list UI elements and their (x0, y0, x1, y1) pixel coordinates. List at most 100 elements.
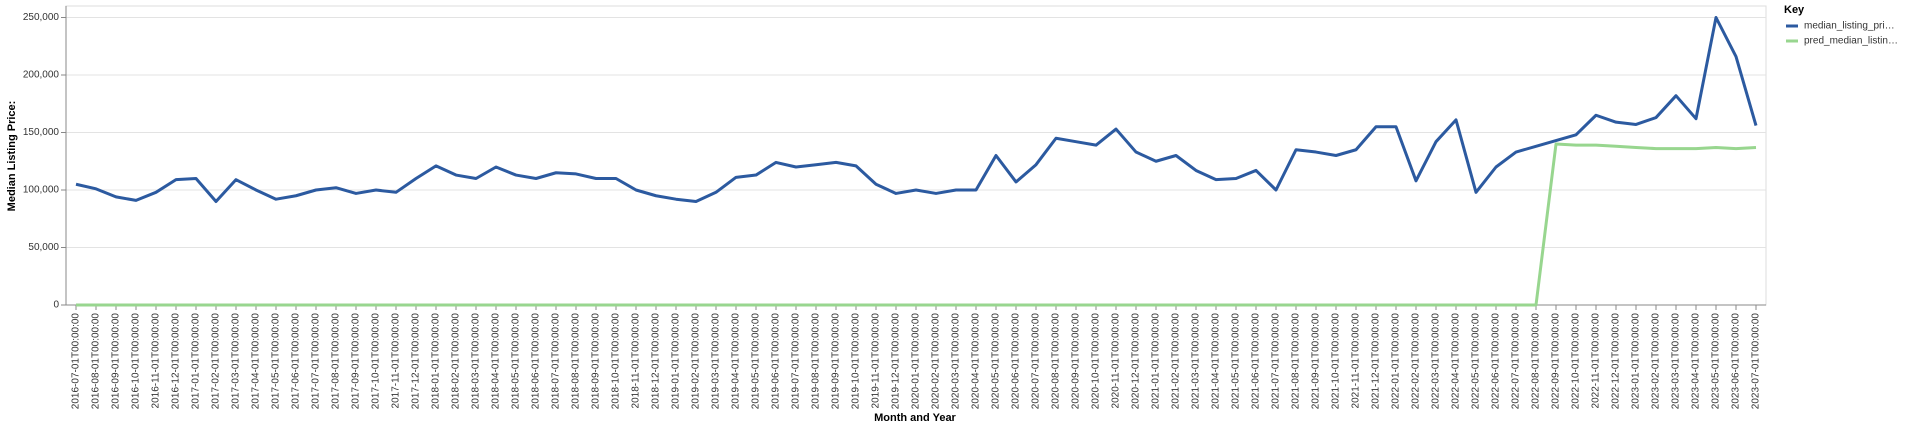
x-tick-label: 2022-10-01T00:00:00 (1571, 313, 1582, 410)
x-tick-label: 2022-04-01T00:00:00 (1451, 313, 1462, 410)
x-tick-label: 2017-06-01T00:00:00 (291, 313, 302, 410)
y-tick-label: 200,000 (23, 70, 60, 81)
x-tick-label: 2018-04-01T00:00:00 (491, 313, 502, 410)
x-tick-label: 2018-02-01T00:00:00 (451, 313, 462, 410)
x-tick-label: 2023-06-01T00:00:00 (1731, 313, 1742, 410)
y-tick-label: 150,000 (23, 127, 60, 138)
x-tick-label: 2017-04-01T00:00:00 (251, 313, 262, 410)
x-tick-label: 2023-05-01T00:00:00 (1711, 313, 1722, 410)
x-tick-label: 2020-07-01T00:00:00 (1031, 313, 1042, 410)
x-tick-label: 2023-03-01T00:00:00 (1671, 313, 1682, 410)
x-tick-label: 2019-04-01T00:00:00 (731, 313, 742, 410)
x-tick-label: 2017-08-01T00:00:00 (331, 313, 342, 410)
x-tick-label: 2019-02-01T00:00:00 (691, 313, 702, 410)
x-tick-label: 2020-03-01T00:00:00 (951, 313, 962, 410)
x-tick-label: 2020-02-01T00:00:00 (931, 313, 942, 410)
x-tick-label: 2022-03-01T00:00:00 (1431, 313, 1442, 410)
x-tick-label: 2020-06-01T00:00:00 (1011, 313, 1022, 410)
x-tick-label: 2017-09-01T00:00:00 (351, 313, 362, 410)
x-tick-label: 2018-11-01T00:00:00 (631, 313, 642, 409)
x-tick-label: 2019-12-01T00:00:00 (891, 313, 902, 410)
x-tick-label: 2023-04-01T00:00:00 (1691, 313, 1702, 410)
x-tick-label: 2018-01-01T00:00:00 (431, 313, 442, 410)
y-axis-title: Median Listing Price: (6, 101, 18, 212)
x-tick-label: 2019-09-01T00:00:00 (831, 313, 842, 410)
x-tick-label: 2018-03-01T00:00:00 (471, 313, 482, 410)
x-tick-label: 2022-08-01T00:00:00 (1531, 313, 1542, 410)
x-tick-label: 2017-07-01T00:00:00 (311, 313, 322, 410)
x-tick-label: 2020-10-01T00:00:00 (1091, 313, 1102, 410)
x-tick-label: 2018-07-01T00:00:00 (551, 313, 562, 410)
x-tick-label: 2019-10-01T00:00:00 (851, 313, 862, 410)
x-tick-label: 2020-12-01T00:00:00 (1131, 313, 1142, 410)
x-tick-label: 2018-12-01T00:00:00 (651, 313, 662, 410)
x-tick-label: 2021-01-01T00:00:00 (1151, 313, 1162, 410)
x-tick-label: 2018-08-01T00:00:00 (571, 313, 582, 410)
x-tick-label: 2017-05-01T00:00:00 (271, 313, 282, 410)
x-tick-label: 2022-09-01T00:00:00 (1551, 313, 1562, 410)
x-tick-label: 2019-06-01T00:00:00 (771, 313, 782, 410)
x-tick-label: 2017-03-01T00:00:00 (231, 313, 242, 410)
x-tick-label: 2017-01-01T00:00:00 (191, 313, 202, 410)
x-tick-label: 2017-12-01T00:00:00 (411, 313, 422, 410)
x-tick-label: 2021-07-01T00:00:00 (1271, 313, 1282, 410)
x-tick-label: 2016-10-01T00:00:00 (131, 313, 142, 410)
x-tick-label: 2023-07-01T00:00:00 (1751, 313, 1762, 410)
x-tick-label: 2017-11-01T00:00:00 (391, 313, 402, 409)
x-tick-label: 2019-01-01T00:00:00 (671, 313, 682, 410)
x-tick-label: 2020-09-01T00:00:00 (1071, 313, 1082, 410)
x-tick-label: 2021-09-01T00:00:00 (1311, 313, 1322, 410)
legend-label: median_listing_pri… (1804, 21, 1895, 32)
x-tick-label: 2021-03-01T00:00:00 (1191, 313, 1202, 410)
x-tick-label: 2021-06-01T00:00:00 (1251, 313, 1262, 410)
x-tick-label: 2019-07-01T00:00:00 (791, 313, 802, 410)
x-tick-label: 2018-06-01T00:00:00 (531, 313, 542, 410)
y-tick-label: 0 (53, 300, 59, 311)
y-tick-label: 100,000 (23, 185, 60, 196)
x-tick-label: 2016-08-01T00:00:00 (91, 313, 102, 410)
legend-label: pred_median_listin… (1804, 36, 1898, 47)
x-tick-label: 2021-02-01T00:00:00 (1171, 313, 1182, 410)
y-tick-label: 250,000 (23, 12, 60, 23)
x-tick-label: 2021-11-01T00:00:00 (1351, 313, 1362, 409)
x-tick-label: 2021-08-01T00:00:00 (1291, 313, 1302, 410)
x-tick-label: 2023-01-01T00:00:00 (1631, 313, 1642, 410)
x-tick-label: 2018-10-01T00:00:00 (611, 313, 622, 410)
x-tick-label: 2020-05-01T00:00:00 (991, 313, 1002, 410)
x-tick-label: 2017-10-01T00:00:00 (371, 313, 382, 410)
x-tick-label: 2022-02-01T00:00:00 (1411, 313, 1422, 410)
x-tick-label: 2022-06-01T00:00:00 (1491, 313, 1502, 410)
x-tick-label: 2020-08-01T00:00:00 (1051, 313, 1062, 410)
x-tick-label: 2018-09-01T00:00:00 (591, 313, 602, 410)
legend-title: Key (1784, 4, 1805, 16)
x-tick-label: 2019-03-01T00:00:00 (711, 313, 722, 410)
x-tick-label: 2022-07-01T00:00:00 (1511, 313, 1522, 410)
x-tick-label: 2022-05-01T00:00:00 (1471, 313, 1482, 410)
x-tick-label: 2022-11-01T00:00:00 (1591, 313, 1602, 409)
x-tick-label: 2022-12-01T00:00:00 (1611, 313, 1622, 410)
x-tick-label: 2019-11-01T00:00:00 (871, 313, 882, 409)
x-tick-label: 2020-11-01T00:00:00 (1111, 313, 1122, 409)
x-tick-label: 2021-05-01T00:00:00 (1231, 313, 1242, 410)
x-tick-label: 2020-01-01T00:00:00 (911, 313, 922, 410)
x-tick-label: 2017-02-01T00:00:00 (211, 313, 222, 410)
x-tick-label: 2021-04-01T00:00:00 (1211, 313, 1222, 410)
x-tick-label: 2023-02-01T00:00:00 (1651, 313, 1662, 410)
x-tick-label: 2016-09-01T00:00:00 (111, 313, 122, 410)
x-tick-label: 2016-12-01T00:00:00 (171, 313, 182, 410)
x-tick-label: 2020-04-01T00:00:00 (971, 313, 982, 410)
x-tick-label: 2021-10-01T00:00:00 (1331, 313, 1342, 410)
x-tick-label: 2016-11-01T00:00:00 (151, 313, 162, 409)
x-tick-label: 2019-08-01T00:00:00 (811, 313, 822, 410)
x-tick-label: 2019-05-01T00:00:00 (751, 313, 762, 410)
y-tick-label: 50,000 (28, 242, 59, 253)
x-tick-label: 2018-05-01T00:00:00 (511, 313, 522, 410)
series-line (76, 142, 1757, 307)
x-tick-label: 2016-07-01T00:00:00 (71, 313, 82, 410)
x-axis-title: Month and Year (874, 412, 956, 424)
series-line (75, 16, 1758, 203)
x-tick-label: 2022-01-01T00:00:00 (1391, 313, 1402, 410)
x-tick-label: 2021-12-01T00:00:00 (1371, 313, 1382, 410)
